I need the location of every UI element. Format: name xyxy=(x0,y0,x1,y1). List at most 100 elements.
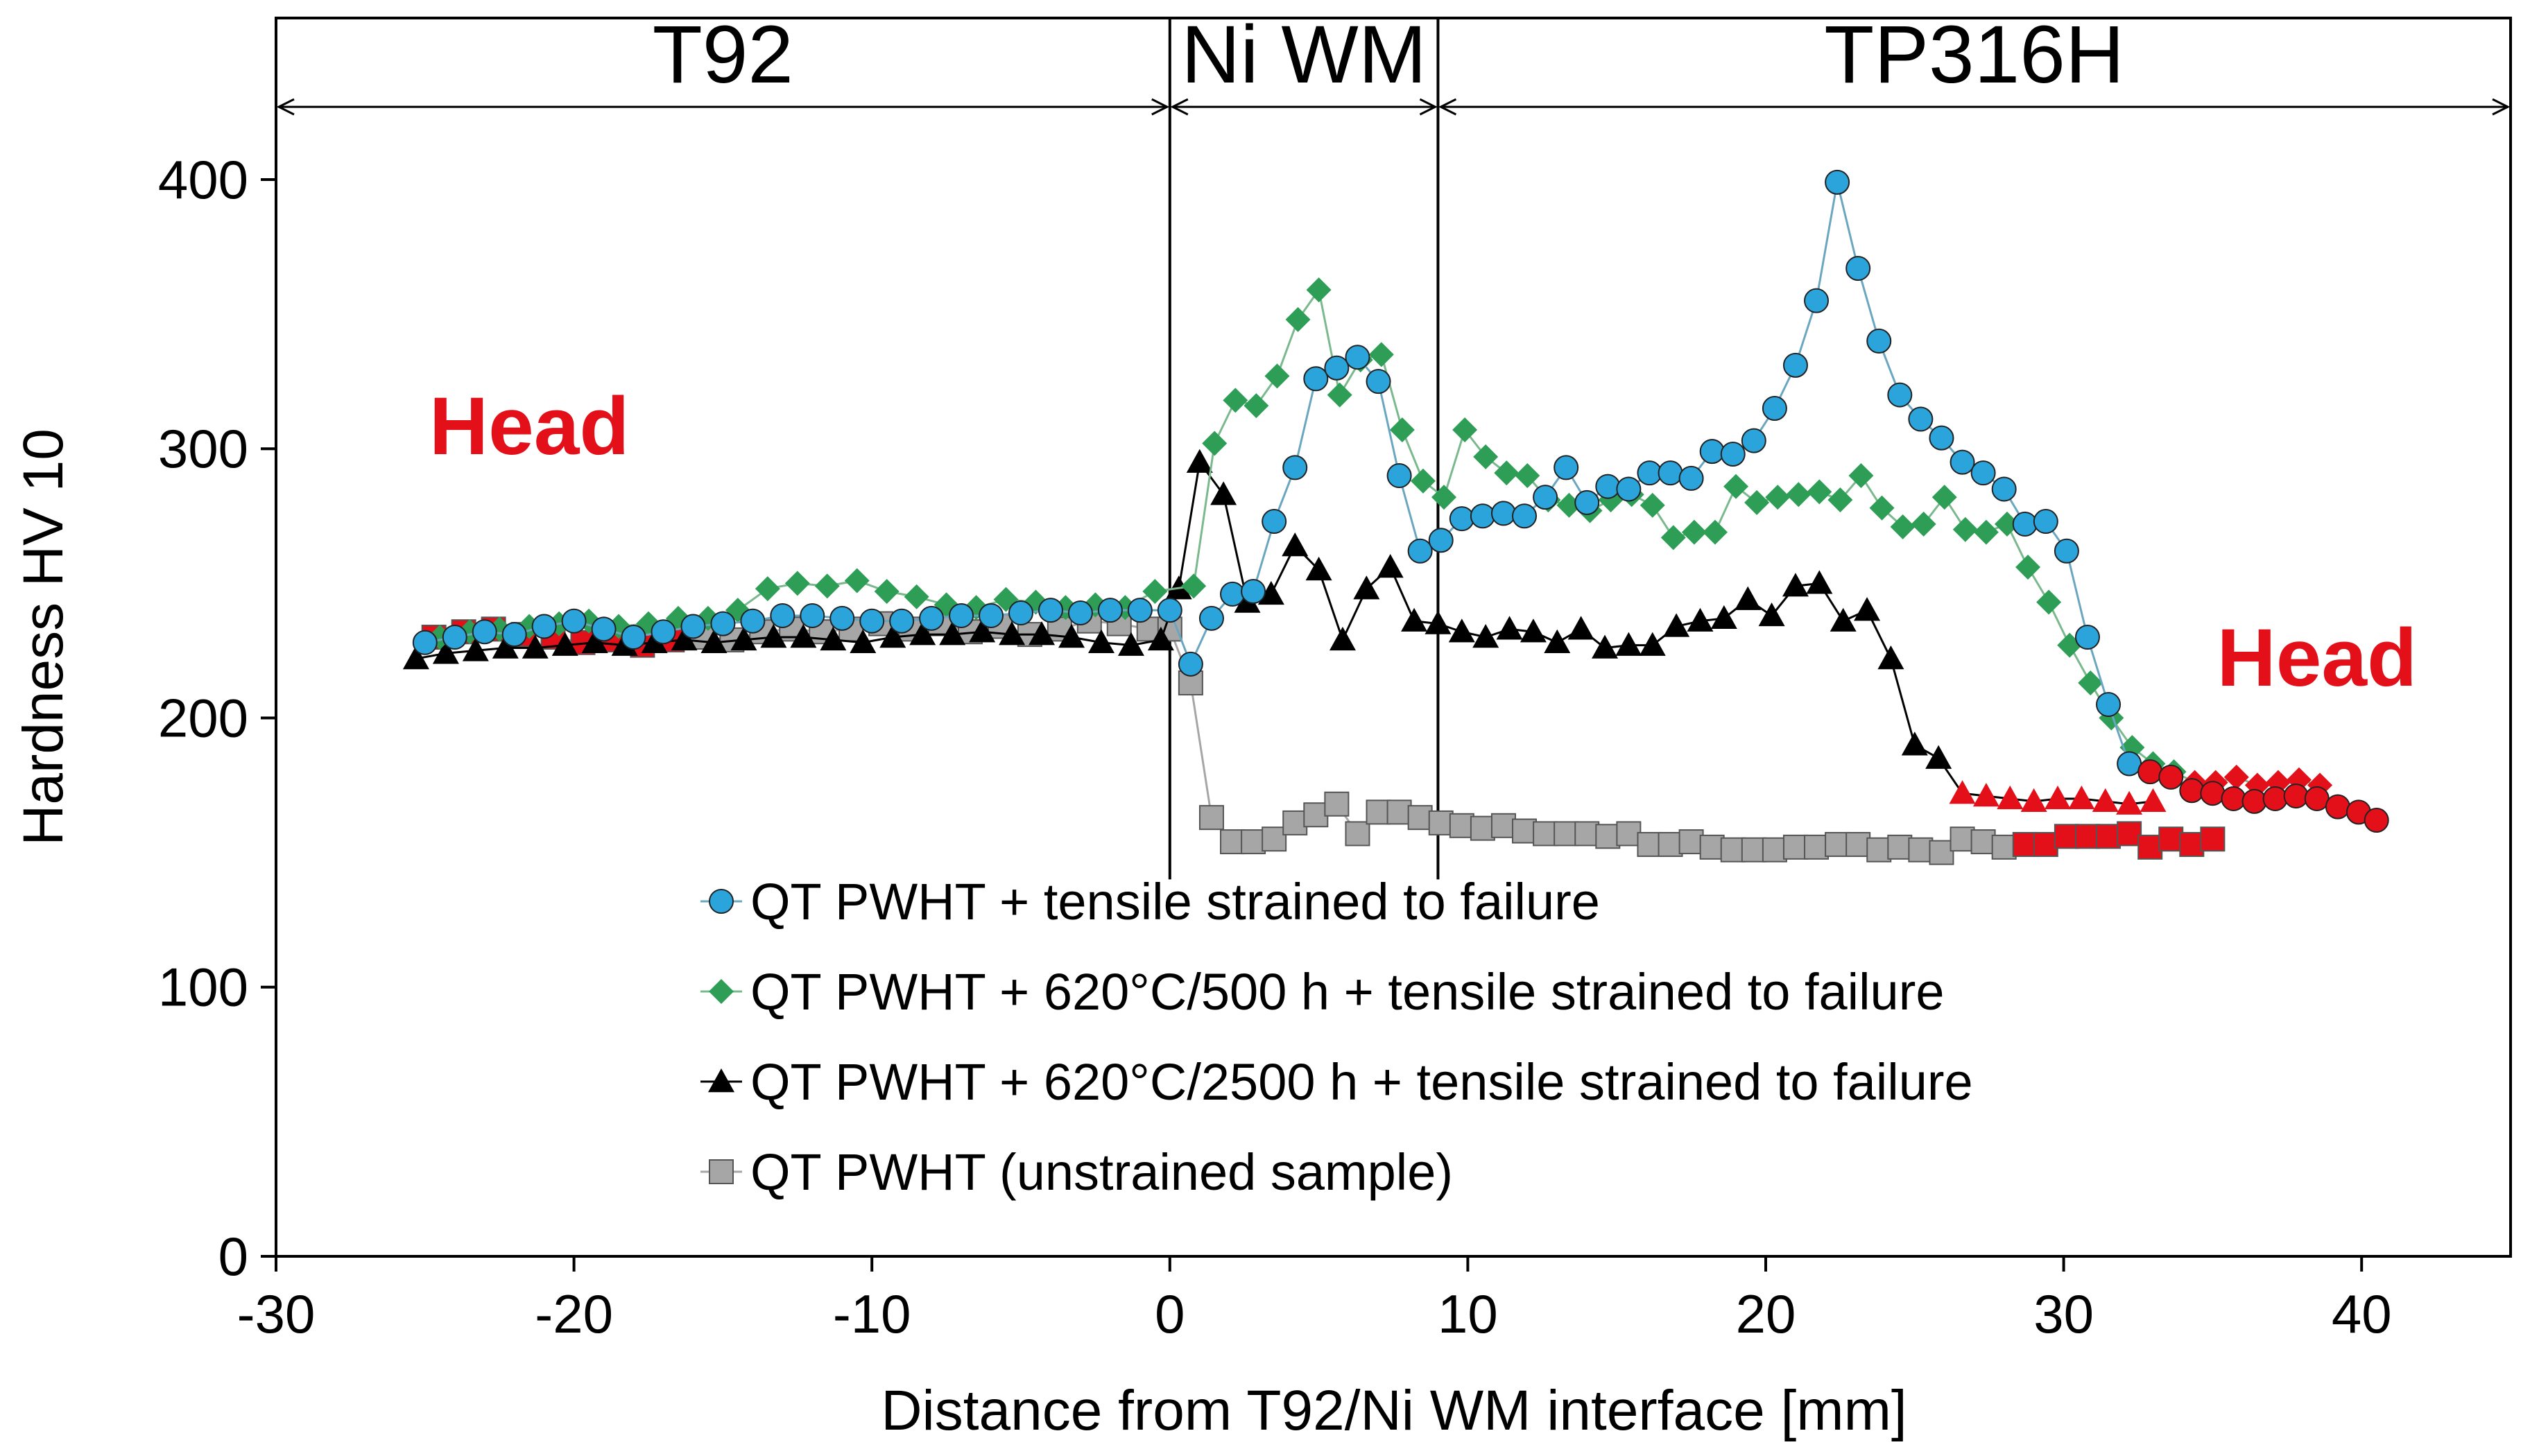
data-point xyxy=(1029,621,1056,645)
y-tick-label: 300 xyxy=(158,418,248,479)
data-point xyxy=(472,619,497,645)
legend-marker xyxy=(709,1159,734,1184)
data-point xyxy=(2033,509,2058,535)
data-point xyxy=(2200,826,2226,852)
data-point xyxy=(874,578,900,604)
data-point xyxy=(1807,479,1832,505)
data-point xyxy=(1329,626,1356,651)
data-point xyxy=(2117,751,2142,777)
data-point xyxy=(1592,634,1619,659)
data-point xyxy=(1950,449,1975,475)
data-point xyxy=(1950,826,1975,852)
data-point xyxy=(850,629,877,653)
data-point xyxy=(1257,580,1284,605)
data-point xyxy=(2158,826,2184,852)
data-point xyxy=(1970,829,1996,855)
data-point xyxy=(1908,406,1934,432)
data-point xyxy=(1901,731,1928,756)
data-point xyxy=(1639,632,1666,656)
data-point xyxy=(1869,495,1895,521)
data-point xyxy=(1681,519,1707,545)
data-point xyxy=(2074,824,2100,849)
data-point xyxy=(2283,783,2309,809)
data-point xyxy=(1058,624,1085,648)
data-point xyxy=(1911,511,1936,537)
data-point xyxy=(1720,441,1746,467)
legend-label: QT PWHT + 620°C/2500 h + tensile straine… xyxy=(750,1053,1973,1111)
data-point xyxy=(1389,417,1415,443)
data-point xyxy=(551,632,578,656)
data-point xyxy=(1366,369,1391,395)
series-2 xyxy=(402,449,2167,815)
data-point xyxy=(1845,831,1871,857)
legend-marker xyxy=(709,889,734,914)
data-point xyxy=(1345,345,1370,370)
data-point xyxy=(1595,824,1621,849)
data-point xyxy=(1244,393,1269,419)
data-point xyxy=(1303,366,1329,392)
data-point xyxy=(1401,607,1428,632)
data-point xyxy=(1804,834,1830,860)
data-point xyxy=(2015,555,2041,580)
data-point xyxy=(1533,485,1558,510)
data-point xyxy=(1854,597,1881,621)
data-point xyxy=(1431,485,1457,510)
data-point xyxy=(1890,514,1916,539)
data-point xyxy=(1366,799,1391,825)
data-point xyxy=(1952,517,1978,542)
region-label-tp316h: TP316H xyxy=(1824,9,2124,101)
data-point xyxy=(1782,352,1808,378)
data-point xyxy=(814,573,840,599)
data-point xyxy=(1410,468,1436,494)
x-tick-label: -30 xyxy=(237,1283,316,1344)
data-point xyxy=(1615,632,1642,656)
data-point xyxy=(2096,692,2122,718)
data-point xyxy=(2054,824,2079,849)
region-arrows xyxy=(276,98,2511,116)
data-point xyxy=(641,629,668,653)
series-1 xyxy=(427,277,2333,798)
data-point xyxy=(770,603,795,628)
data-point xyxy=(1699,439,1725,465)
data-point xyxy=(1147,626,1174,651)
data-point xyxy=(1377,554,1404,578)
data-point xyxy=(1202,431,1228,456)
data-point xyxy=(919,605,945,631)
data-point xyxy=(1327,382,1352,408)
data-point xyxy=(1931,485,1957,510)
data-point xyxy=(1544,629,1571,653)
data-point xyxy=(1723,474,1749,499)
data-point xyxy=(904,584,929,609)
data-point xyxy=(1887,382,1913,408)
data-point xyxy=(412,630,438,655)
data-point xyxy=(1067,600,1093,626)
data-point xyxy=(1472,624,1499,648)
data-point xyxy=(1660,525,1686,551)
data-point xyxy=(2117,821,2142,847)
data-point xyxy=(889,608,915,634)
data-point xyxy=(1825,169,1850,195)
data-point xyxy=(800,603,825,628)
data-point xyxy=(1407,805,1433,831)
legend-item: QT PWHT + 620°C/500 h + tensile strained… xyxy=(700,963,1945,1021)
data-point xyxy=(442,625,467,650)
data-point xyxy=(1305,556,1332,581)
data-point xyxy=(2012,511,2038,537)
data-point xyxy=(1490,813,1516,838)
data-point xyxy=(909,621,936,645)
data-point xyxy=(1640,492,1665,518)
legend-label: QT PWHT + tensile strained to failure xyxy=(750,873,1600,930)
data-point xyxy=(2364,808,2389,833)
data-point xyxy=(1765,485,1791,510)
data-point xyxy=(2179,831,2205,857)
series-0 xyxy=(412,169,2389,833)
data-point xyxy=(1008,600,1033,626)
data-point xyxy=(1702,519,1728,545)
data-point xyxy=(1848,463,1874,489)
data-point xyxy=(1567,616,1594,640)
data-point xyxy=(1658,831,1683,857)
data-point xyxy=(1804,288,1830,313)
data-point xyxy=(1720,837,1746,863)
data-point xyxy=(2200,781,2226,806)
data-point xyxy=(1425,610,1452,634)
